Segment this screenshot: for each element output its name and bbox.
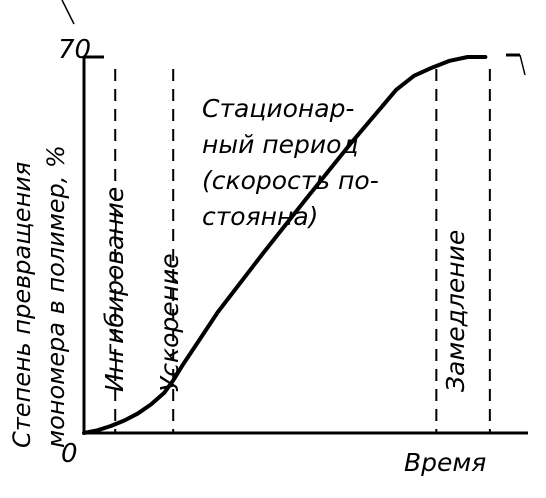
period-label-deceleration: Замедление [441,230,470,392]
period-label-stationary-line-3: (скорость по- [202,166,379,195]
origin-label: 0 [61,439,78,469]
scan-mark-top [61,0,75,25]
y-axis-label-line-1: Степень превращения [8,162,36,448]
y-tick-top-label: 70 [58,35,91,65]
period-label-inhibition: Ингибирование [100,187,129,392]
period-label-stationary-line-4: стоянна) [202,202,318,231]
x-axis-label: Время [404,448,486,477]
scan-mark-right-tail [519,54,526,76]
period-label-stationary-line-1: Стационар- [202,94,354,123]
period-label-acceleration: Ускорение [155,253,184,392]
period-label-stationary-line-2: ный период [202,130,359,159]
conversion-curve [82,55,488,435]
y-axis-label-line-2: мономера в полимер, % [42,145,70,448]
